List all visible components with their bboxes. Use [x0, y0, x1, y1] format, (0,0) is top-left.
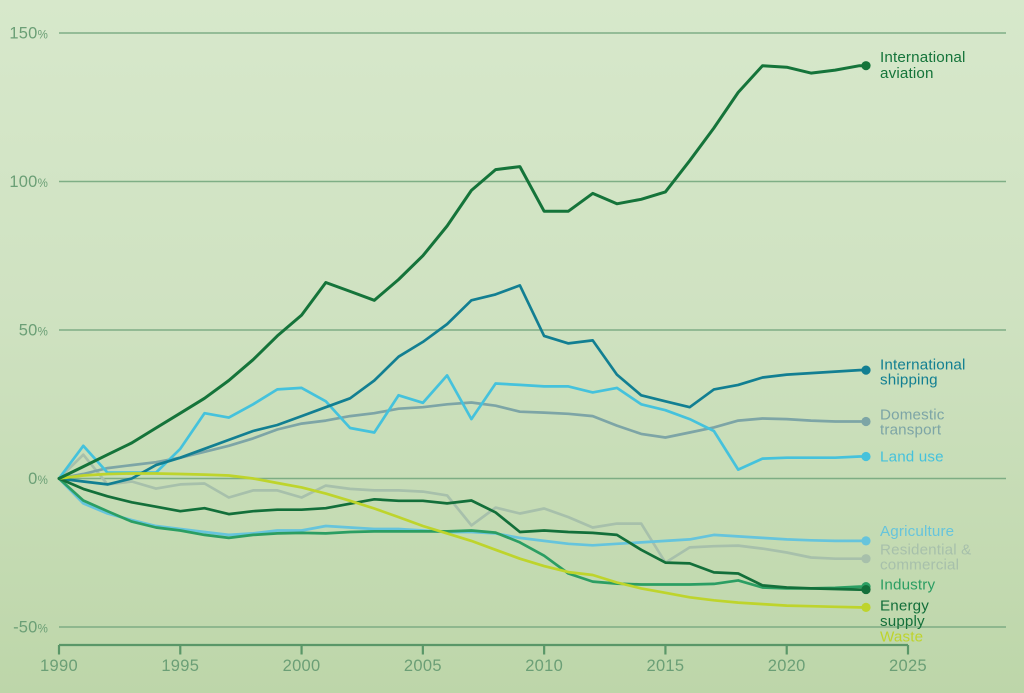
dot-international-aviation [861, 61, 871, 71]
dot-waste [861, 602, 871, 612]
line-energy-supply [57, 477, 868, 591]
x-tick-label: 1995 [161, 657, 199, 675]
line-waste [57, 472, 868, 609]
label-residential-commercial: Residential & commercial [880, 542, 971, 574]
x-tick-label: 2005 [404, 657, 442, 675]
y-axis-labels: 150% 100% 50% 0% -50% [9, 25, 48, 637]
y-tick-label: 150% [9, 25, 48, 43]
line-land-use [57, 374, 868, 480]
line-industry [57, 477, 868, 590]
dot-agriculture [861, 536, 871, 546]
y-tick-label: 50% [19, 322, 48, 340]
line-agriculture [57, 477, 868, 547]
y-tick-label: 0% [28, 470, 48, 488]
dot-energy-supply [861, 584, 871, 595]
x-tick-label: 2010 [525, 657, 563, 675]
series-labels: International aviation International shippi… [880, 49, 971, 646]
x-axis: 1990 1995 2000 2005 2010 2015 2020 2025 [40, 643, 927, 675]
line-international-shipping [57, 284, 868, 486]
line-international-aviation [57, 64, 868, 480]
dot-residential-commercial [861, 554, 871, 564]
x-tick-label: 2000 [283, 657, 321, 675]
label-international-shipping: International shipping [880, 357, 966, 389]
x-tick-label: 1990 [40, 657, 78, 675]
gridlines [59, 32, 1006, 628]
dot-land-use [861, 451, 871, 462]
y-tick-label: -50% [13, 619, 48, 637]
x-tick-label: 2025 [889, 657, 927, 675]
x-tick-label: 2020 [768, 657, 806, 675]
label-waste: Waste [880, 629, 923, 646]
label-international-aviation: International aviation [880, 49, 966, 82]
label-land-use: Land use [880, 449, 944, 466]
label-energy-supply: Energy supply [880, 598, 929, 631]
label-agriculture: Agriculture [880, 523, 954, 540]
dot-domestic-transport [861, 416, 871, 427]
x-tick-label: 2015 [646, 657, 684, 675]
dot-international-shipping [861, 365, 871, 375]
line-domestic-transport [57, 401, 868, 480]
label-industry: Industry [880, 577, 935, 594]
line-residential-commercial [57, 453, 868, 564]
label-domestic-transport: Domestic transport [880, 407, 945, 439]
y-tick-label: 100% [9, 173, 48, 191]
series-lines [57, 64, 868, 609]
series-end-dots [861, 61, 871, 612]
